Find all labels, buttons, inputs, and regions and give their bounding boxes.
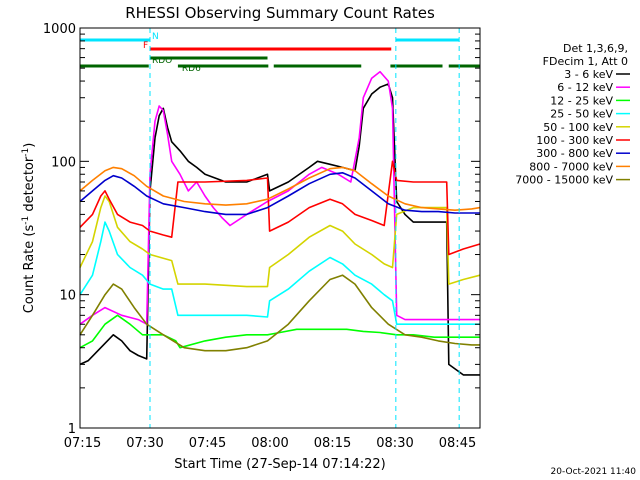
x-tick-label: 07:45 — [189, 436, 226, 451]
legend-entry-label: 100 - 300 keV — [536, 134, 613, 147]
plot-frame — [79, 27, 481, 429]
x-tick-label: 07:30 — [126, 436, 163, 451]
legend-entry-label: 800 - 7000 keV — [529, 160, 613, 173]
y-axis-ticks: 1 10 100 1000 — [43, 22, 480, 437]
x-tick-label: 07:15 — [64, 436, 101, 451]
y-axis-label: Count Rate (s-1 detector-1) — [21, 143, 37, 314]
y-tick-label: 10 — [59, 289, 76, 304]
series-line-3 — [79, 221, 480, 326]
x-tick-label: 08:30 — [376, 436, 413, 451]
series-line-2 — [79, 314, 480, 349]
series-line-0 — [79, 83, 480, 376]
y-axis-label-part: detector — [22, 156, 37, 216]
y-axis-label-part: ) — [22, 143, 37, 148]
x-axis-label: Start Time (27-Sep-14 07:14:22) — [174, 457, 385, 472]
chart-title: RHESSI Observing Summary Count Rates — [125, 4, 435, 22]
legend: Det 1,3,6,9, FDecim 1, Att 0 3 - 6 keV6 … — [515, 42, 630, 187]
plot-series — [79, 70, 481, 376]
legend-entry-label: 25 - 50 keV — [550, 108, 613, 121]
series-line-4 — [79, 195, 481, 288]
footer-date: 20-Oct-2021 11:40 — [551, 467, 637, 477]
series-line-7 — [79, 166, 481, 211]
legend-entry-label: 300 - 800 keV — [536, 147, 613, 160]
y-tick-label: 1000 — [43, 22, 76, 37]
series-line-5 — [79, 160, 481, 256]
series-line-1 — [79, 70, 480, 326]
x-tick-label: 08:00 — [251, 436, 288, 451]
x-axis-ticks: 07:15 07:30 07:45 08:00 08:15 08:30 08:45 — [64, 436, 476, 451]
legend-header-line: FDecim 1, Att 0 — [543, 55, 628, 68]
annotation-label: F — [143, 41, 148, 51]
legend-entry-label: 7000 - 15000 keV — [515, 174, 613, 187]
annotation-label: N — [152, 32, 159, 42]
annotation-label: RDO — [152, 56, 172, 66]
legend-entry-label: 6 - 12 keV — [557, 81, 613, 94]
y-axis-label-sup: -1 — [21, 216, 31, 225]
legend-header-line: Det 1,3,6,9, — [563, 42, 628, 55]
annotation-bars: NF RDO RD6 — [80, 28, 480, 428]
annotation-label: RD6 — [182, 64, 201, 74]
legend-entry-label: 50 - 100 keV — [543, 121, 613, 134]
x-tick-label: 08:15 — [314, 436, 351, 451]
y-tick-label: 100 — [51, 155, 76, 170]
legend-entry-label: 12 - 25 keV — [550, 94, 613, 107]
series-line-6 — [79, 172, 480, 216]
y-tick-label: 1 — [68, 422, 76, 437]
y-axis-label-part: Count Rate (s — [22, 225, 37, 314]
y-axis-label-sup: -1 — [21, 148, 31, 157]
x-tick-label: 08:45 — [439, 436, 476, 451]
series-line-8 — [79, 274, 480, 352]
legend-entry-label: 3 - 6 keV — [564, 68, 613, 81]
